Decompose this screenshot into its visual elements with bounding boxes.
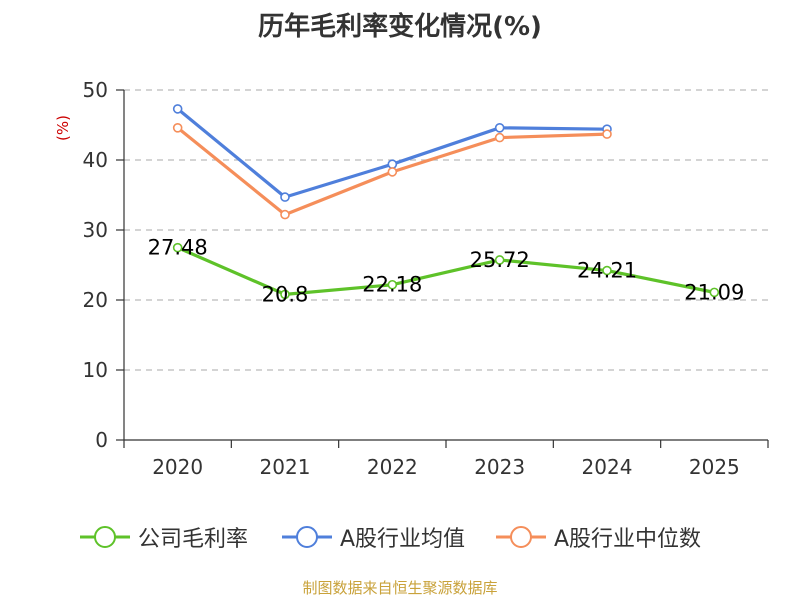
data-point — [387, 167, 398, 177]
data-point — [602, 265, 612, 276]
data-label: 25.72 — [470, 248, 530, 272]
axes: 0 10 20 30 40 50 2020 2021 2022 2023 2024 2025 — [83, 78, 769, 479]
data-point — [280, 289, 290, 300]
data-point — [602, 129, 612, 139]
data-labels: 27.48 20.8 22.18 25.72 24.21 21.09 — [148, 236, 745, 307]
series-lines — [172, 104, 720, 300]
legend-marker-icon — [496, 526, 546, 548]
source-note: 制图数据来自恒生聚源数据库 — [302, 579, 498, 597]
x-tick-label: 2022 — [367, 455, 418, 479]
data-label: 27.48 — [148, 236, 208, 260]
data-point — [280, 209, 290, 220]
legend-label: A股行业中位数 — [554, 527, 702, 552]
x-tick-label: 2024 — [582, 455, 633, 479]
data-point — [709, 287, 720, 298]
legend-label: A股行业均值 — [340, 527, 466, 552]
data-point — [387, 159, 398, 169]
grid-lines — [124, 89, 768, 371]
series-line — [176, 107, 608, 199]
data-point — [494, 255, 505, 265]
data-point — [387, 279, 398, 290]
data-point — [172, 242, 183, 253]
data-label: 22.18 — [362, 273, 422, 297]
legend: 公司毛利率 A股行业均值 A股行业中位数 — [0, 520, 800, 554]
legend-item[interactable]: A股行业中位数 — [496, 520, 701, 554]
y-tick-label: 30 — [83, 218, 108, 242]
series-line — [177, 246, 715, 296]
data-label: 21.09 — [684, 280, 744, 304]
legend-marker-icon — [282, 526, 332, 548]
legend-item[interactable]: 公司毛利率 — [80, 520, 248, 554]
x-tick-label: 2021 — [260, 455, 311, 479]
y-tick-label: 20 — [83, 288, 108, 312]
chart-title: 历年毛利率变化情况(%) — [258, 12, 542, 42]
data-point — [494, 132, 505, 143]
x-tick-label: 2023 — [474, 455, 525, 479]
data-point — [172, 123, 183, 133]
legend-marker-icon — [80, 526, 130, 548]
y-tick-label: 50 — [83, 78, 108, 102]
y-tick-label: 10 — [83, 358, 108, 382]
x-tick-label: 2025 — [689, 455, 740, 479]
y-tick-label: 40 — [83, 148, 108, 172]
y-axis-label: (%) — [54, 115, 72, 141]
legend-label: 公司毛利率 — [138, 527, 249, 552]
data-label: 24.21 — [577, 259, 637, 283]
data-point — [172, 104, 183, 114]
data-point — [280, 192, 290, 202]
data-label: 20.8 — [262, 282, 309, 306]
y-tick-label: 0 — [95, 428, 108, 452]
legend-item[interactable]: A股行业均值 — [282, 520, 465, 554]
data-point — [494, 123, 505, 133]
x-tick-label: 2020 — [152, 455, 203, 479]
